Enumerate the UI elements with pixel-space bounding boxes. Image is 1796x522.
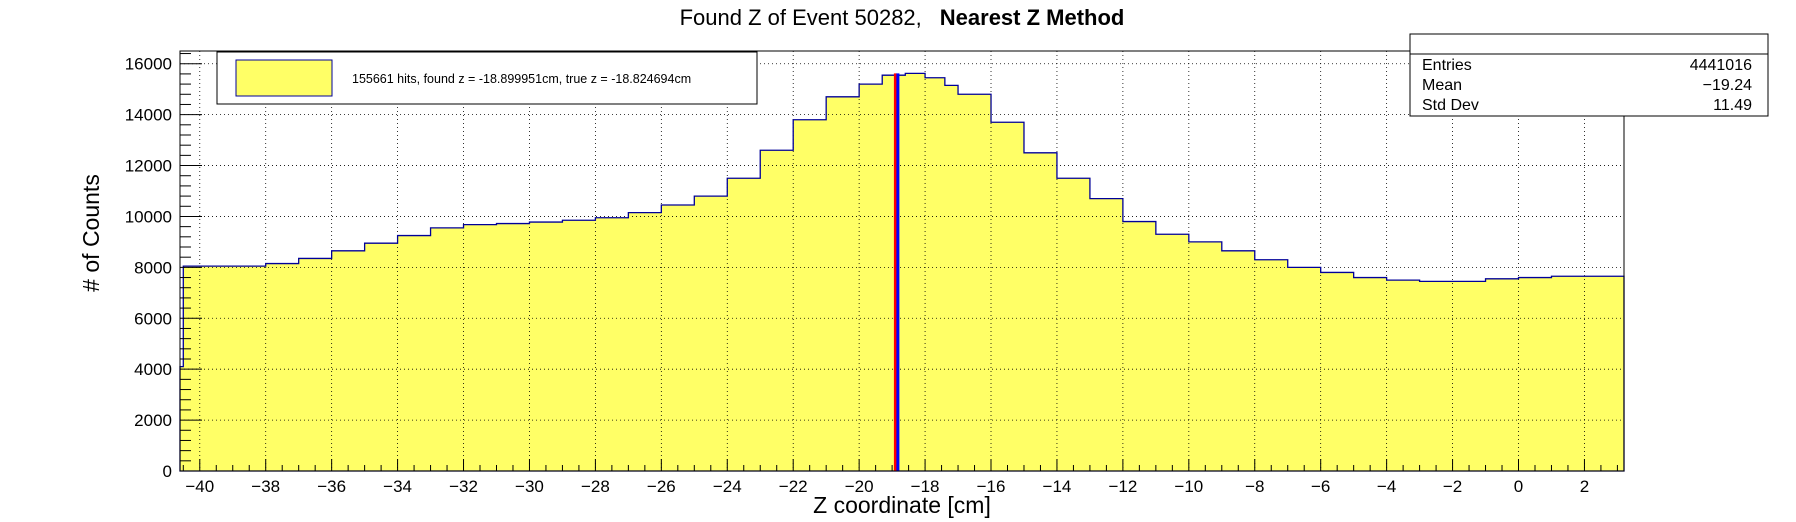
x-tick-label: −24 (713, 477, 742, 496)
y-tick-label: 2000 (134, 411, 172, 430)
y-tick-label: 16000 (125, 55, 172, 74)
stats-value-entries: 4441016 (1690, 57, 1752, 74)
x-axis-title: Z coordinate [cm] (813, 492, 991, 518)
x-tick-label: −8 (1245, 477, 1264, 496)
stats-label-entries: Entries (1422, 57, 1472, 74)
plot-area: −40 −38 −36 −34 −32 −30 −28 −26 −24 −22 −20 −18 −16−… (125, 50, 1625, 496)
x-tick-label: 0 (1514, 477, 1523, 496)
y-tick-label: 0 (163, 462, 172, 481)
stats-value-mean: −19.24 (1703, 77, 1752, 94)
x-tick-label: −28 (581, 477, 610, 496)
x-tick-label: −36 (317, 477, 346, 496)
x-tick-label: −2 (1443, 477, 1462, 496)
histogram-outline (179, 72, 1625, 472)
stats-value-std-dev: 11.49 (1713, 97, 1752, 114)
x-tick-label: 2 (1580, 477, 1589, 496)
x-tick-label: −32 (449, 477, 478, 496)
x-tick-label: −6 (1311, 477, 1330, 496)
x-tick-label: −4 (1377, 477, 1396, 496)
legend-fill-swatch (235, 59, 333, 97)
chart-title-bold: Nearest Z Method (940, 5, 1125, 30)
y-tick-label: 14000 (125, 106, 172, 125)
chart-title: Found Z of Event 50282, Nearest Z Method (680, 5, 1125, 30)
plot-frame (179, 50, 1625, 472)
x-tick-label: −10 (1174, 477, 1203, 496)
y-tick-label: 8000 (134, 258, 172, 277)
stats-label-std-dev: Std Dev (1422, 97, 1479, 114)
y-tick-label: 10000 (125, 207, 172, 226)
x-tick-label: −38 (251, 477, 280, 496)
x-tick-label: −40 (185, 477, 214, 496)
x-tick-label: −18 (911, 477, 940, 496)
y-tick-label: 4000 (134, 360, 172, 379)
chart-title-main: Found Z of Event 50282, (680, 5, 922, 30)
legend-entry: 155661 hits, found z = -18.899951cm, tru… (352, 72, 691, 86)
x-tick-label: −12 (1108, 477, 1137, 496)
x-tick-label: −34 (383, 477, 412, 496)
y-tick-label: 6000 (134, 309, 172, 328)
legend: 155661 hits, found z = -18.899951cm, tru… (216, 51, 758, 105)
x-tick-label: −30 (515, 477, 544, 496)
histogram-fill (180, 73, 1624, 472)
y-tick-label: 12000 (125, 157, 172, 176)
x-tick-label: −14 (1043, 477, 1072, 496)
stats-box-frame (1409, 33, 1769, 117)
x-tick-label: −22 (779, 477, 808, 496)
y-axis-title: # of Counts (78, 174, 104, 292)
stats-box: Entries 4441016 Mean −19.24 Std Dev 11.49 (1409, 33, 1769, 117)
x-tick-label: −20 (845, 477, 874, 496)
x-tick-label: −16 (977, 477, 1006, 496)
stats-label-mean: Mean (1422, 77, 1462, 94)
x-tick-label: −26 (647, 477, 676, 496)
